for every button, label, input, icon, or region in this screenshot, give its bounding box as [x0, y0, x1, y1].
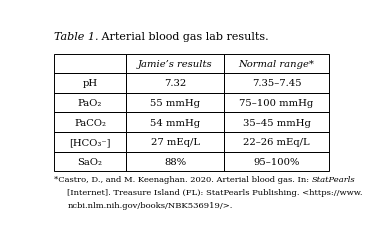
Bar	[127, 74, 224, 93]
Text: [HCO₃⁻]: [HCO₃⁻]	[69, 138, 111, 147]
Text: 7.32: 7.32	[164, 79, 187, 88]
Bar	[53, 152, 127, 171]
Text: 75–100 mmHg: 75–100 mmHg	[239, 99, 313, 108]
Bar	[127, 152, 224, 171]
Bar	[224, 113, 329, 132]
Text: [Internet]. Treasure Island (FL): StatPearls Publishing. <https://www.: [Internet]. Treasure Island (FL): StatPe…	[68, 188, 363, 196]
Bar	[224, 93, 329, 113]
Text: 55 mmHg: 55 mmHg	[150, 99, 200, 108]
Bar	[127, 54, 224, 74]
Text: PaCO₂: PaCO₂	[74, 118, 106, 127]
Text: 88%: 88%	[164, 157, 186, 166]
Text: PaO₂: PaO₂	[78, 99, 102, 108]
Text: SaO₂: SaO₂	[78, 157, 102, 166]
Text: pH: pH	[82, 79, 98, 88]
Bar	[53, 93, 127, 113]
Bar	[127, 132, 224, 152]
Bar	[224, 74, 329, 93]
Bar	[224, 54, 329, 74]
Text: 7.35–7.45: 7.35–7.45	[252, 79, 301, 88]
Text: 95–100%: 95–100%	[253, 157, 300, 166]
Text: Table 1.: Table 1.	[53, 32, 98, 42]
Bar	[53, 54, 127, 74]
Bar	[53, 132, 127, 152]
Text: Jamie’s results: Jamie’s results	[138, 60, 213, 69]
Text: ncbi.nlm.nih.gov/books/NBK536919/>.: ncbi.nlm.nih.gov/books/NBK536919/>.	[68, 201, 233, 209]
Bar	[127, 113, 224, 132]
Text: StatPearls: StatPearls	[311, 175, 355, 183]
Bar	[53, 113, 127, 132]
Text: Normal range*: Normal range*	[239, 60, 314, 69]
Text: Arterial blood gas lab results.: Arterial blood gas lab results.	[98, 32, 269, 42]
Text: 22–26 mEq/L: 22–26 mEq/L	[243, 138, 310, 147]
Text: 54 mmHg: 54 mmHg	[150, 118, 200, 127]
Bar	[224, 132, 329, 152]
Text: 35–45 mmHg: 35–45 mmHg	[243, 118, 311, 127]
Text: *Castro, D., and M. Keenaghan. 2020. Arterial blood gas. In:: *Castro, D., and M. Keenaghan. 2020. Art…	[53, 175, 311, 183]
Bar	[224, 152, 329, 171]
Text: 27 mEq/L: 27 mEq/L	[151, 138, 200, 147]
Bar	[127, 93, 224, 113]
Bar	[53, 74, 127, 93]
